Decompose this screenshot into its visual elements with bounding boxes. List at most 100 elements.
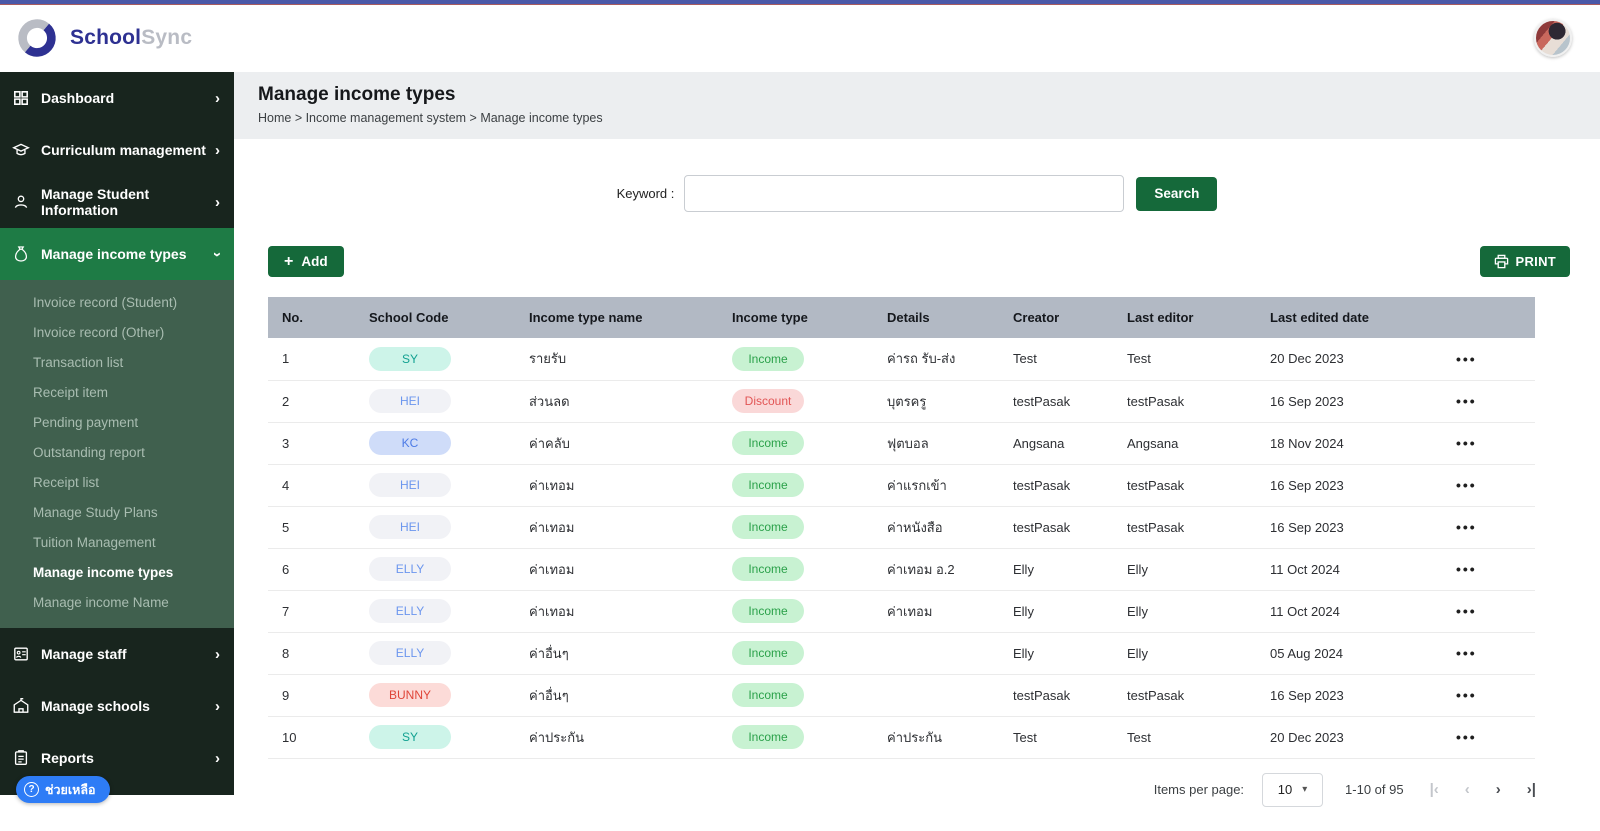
row-actions-cell[interactable]: ••• — [1416, 338, 1535, 381]
id-badge-icon — [12, 645, 30, 663]
table-row: 5 HEI ค่าเทอม Income ค่าหนังสือ testPasak test… — [268, 506, 1535, 549]
sidebar-item-label: Curriculum management — [41, 142, 206, 158]
income-type-name-cell: ค่าอื่นๆ — [515, 674, 718, 717]
row-actions-cell[interactable]: ••• — [1416, 380, 1535, 423]
creator-cell: Elly — [999, 632, 1113, 675]
row-actions-cell[interactable]: ••• — [1416, 422, 1535, 465]
details-cell: ค่าประกัน — [873, 716, 999, 759]
help-button[interactable]: ? ช่วยเหลือ — [16, 776, 110, 803]
income-type-badge: Income — [732, 641, 804, 665]
school-code-badge: ELLY — [369, 557, 451, 581]
creator-cell: Elly — [999, 590, 1113, 633]
app-header: SchoolSync — [0, 5, 1600, 71]
details-cell: ค่าเทอม อ.2 — [873, 548, 999, 591]
income-type-name-cell: ค่าเทอม — [515, 464, 718, 507]
creator-cell: testPasak — [999, 674, 1113, 717]
help-label: ช่วยเหลือ — [45, 782, 96, 797]
submenu-item-manage-study-plans[interactable]: Manage Study Plans — [33, 505, 158, 520]
app-logo[interactable]: SchoolSync — [14, 15, 192, 61]
row-number: 7 — [268, 590, 355, 633]
chevron-right-icon: › — [215, 141, 220, 159]
submenu-item-receipt-item[interactable]: Receipt item — [33, 385, 109, 400]
last-editor-cell: testPasak — [1113, 464, 1256, 507]
print-button[interactable]: PRINT — [1479, 246, 1570, 277]
row-actions-cell[interactable]: ••• — [1416, 674, 1535, 717]
income-submenu: Invoice record (Student) Invoice record (… — [0, 280, 234, 628]
row-actions-cell[interactable]: ••• — [1416, 590, 1535, 633]
keyword-label: Keyword : — [616, 186, 675, 201]
submenu-item-pending-payment[interactable]: Pending payment — [33, 415, 139, 430]
row-actions-icon[interactable]: ••• — [1456, 687, 1477, 703]
clipboard-icon — [12, 749, 30, 767]
row-actions-icon[interactable]: ••• — [1456, 393, 1477, 409]
submenu-item-manage-income-name[interactable]: Manage income Name — [33, 595, 169, 610]
sidebar-item-manage-student-information[interactable]: Manage Student Information › — [0, 176, 234, 228]
last-edited-date-cell: 16 Sep 2023 — [1256, 380, 1416, 423]
school-code-badge: SY — [369, 346, 451, 371]
income-type-cell: Income — [718, 674, 873, 717]
school-code-cell: HEI — [355, 506, 515, 549]
submenu-item-transaction-list[interactable]: Transaction list — [33, 355, 124, 370]
income-type-cell: Discount — [718, 380, 873, 423]
logo-swirl-icon — [18, 19, 56, 57]
last-editor-cell: testPasak — [1113, 674, 1256, 717]
school-code-cell: ELLY — [355, 548, 515, 591]
school-code-badge: HEI — [369, 515, 451, 539]
row-actions-icon[interactable]: ••• — [1456, 519, 1477, 535]
row-actions-cell[interactable]: ••• — [1416, 716, 1535, 759]
details-cell: ค่ารถ รับ-ส่ง — [873, 338, 999, 381]
previous-page-button[interactable]: ‹ — [1464, 781, 1470, 798]
column-header: Last editor — [1113, 297, 1256, 338]
row-number: 3 — [268, 422, 355, 465]
student-icon — [12, 193, 30, 211]
row-actions-cell[interactable]: ••• — [1416, 506, 1535, 549]
row-actions-icon[interactable]: ••• — [1456, 350, 1477, 367]
submenu-item-outstanding-report[interactable]: Outstanding report — [33, 445, 145, 460]
column-header: Income type name — [515, 297, 718, 338]
sidebar-item-label: Dashboard — [41, 90, 115, 106]
page-size-select[interactable]: 10 ▾ — [1262, 772, 1324, 807]
row-actions-icon[interactable]: ••• — [1456, 435, 1477, 451]
last-edited-date-cell: 20 Dec 2023 — [1256, 716, 1416, 759]
submenu-item-manage-income-types[interactable]: Manage income types — [33, 565, 174, 580]
search-button[interactable]: Search — [1136, 176, 1218, 211]
row-actions-cell[interactable]: ••• — [1416, 548, 1535, 591]
sidebar-item-reports[interactable]: Reports › — [0, 732, 234, 784]
sidebar-item-manage-schools[interactable]: Manage schools › — [0, 680, 234, 732]
school-code-cell: KC — [355, 422, 515, 465]
sidebar-item-manage-staff[interactable]: Manage staff › — [0, 628, 234, 680]
last-edited-date-cell: 16 Sep 2023 — [1256, 464, 1416, 507]
first-page-button[interactable]: |‹ — [1429, 781, 1439, 798]
row-actions-icon[interactable]: ••• — [1456, 645, 1477, 661]
last-page-button[interactable]: ›| — [1526, 781, 1536, 798]
income-type-cell: Income — [718, 590, 873, 633]
school-code-badge: SY — [369, 725, 451, 749]
row-actions-icon[interactable]: ••• — [1456, 477, 1477, 493]
sidebar-item-manage-income-types[interactable]: Manage income types › — [0, 228, 234, 280]
school-code-cell: ELLY — [355, 590, 515, 633]
add-button[interactable]: + Add — [268, 246, 344, 277]
income-type-cell: Income — [718, 632, 873, 675]
row-actions-icon[interactable]: ••• — [1456, 603, 1477, 619]
last-editor-cell: Test — [1113, 338, 1256, 381]
row-actions-icon[interactable]: ••• — [1456, 729, 1477, 745]
submenu-item-receipt-list[interactable]: Receipt list — [33, 475, 100, 490]
school-code-cell: ELLY — [355, 632, 515, 675]
last-edited-date-cell: 18 Nov 2024 — [1256, 422, 1416, 465]
last-editor-cell: testPasak — [1113, 380, 1256, 423]
user-avatar[interactable] — [1534, 19, 1572, 57]
row-actions-cell[interactable]: ••• — [1416, 464, 1535, 507]
submenu-item-tuition-management[interactable]: Tuition Management — [33, 535, 156, 550]
next-page-button[interactable]: › — [1495, 781, 1501, 798]
row-actions-icon[interactable]: ••• — [1456, 561, 1477, 577]
school-icon — [12, 697, 30, 715]
breadcrumb[interactable]: Home > Income management system > Manage… — [258, 111, 603, 125]
creator-cell: Test — [999, 338, 1113, 381]
sidebar-item-dashboard[interactable]: Dashboard › — [0, 72, 234, 124]
submenu-item-invoice-record-other-[interactable]: Invoice record (Other) — [33, 325, 165, 340]
submenu-item-invoice-record-student-[interactable]: Invoice record (Student) — [33, 295, 178, 310]
school-code-cell: HEI — [355, 380, 515, 423]
sidebar-item-curriculum-management[interactable]: Curriculum management › — [0, 124, 234, 176]
keyword-input[interactable] — [684, 175, 1125, 212]
row-actions-cell[interactable]: ••• — [1416, 632, 1535, 675]
